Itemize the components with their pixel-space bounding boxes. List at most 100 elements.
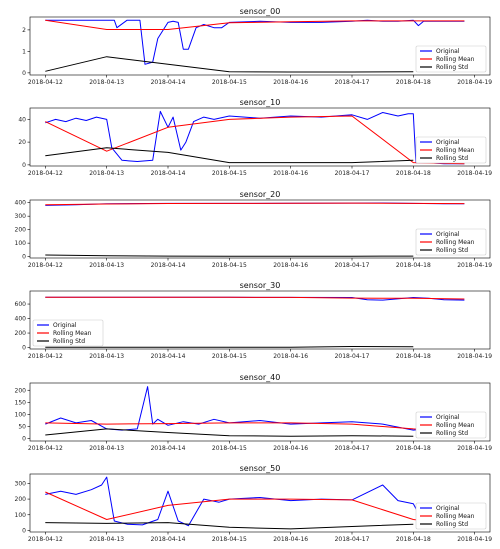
legend-entry: Rolling Std — [53, 338, 85, 345]
legend-entry: Rolling Mean — [436, 56, 475, 63]
y-tick-label: 400 — [15, 200, 27, 207]
x-tick-label: 2018-04-15 — [212, 262, 247, 269]
x-tick-label: 2018-04-16 — [273, 79, 308, 86]
legend-entry: Rolling Std — [436, 521, 468, 528]
x-tick-label: 2018-04-16 — [273, 536, 308, 543]
legend-box — [415, 136, 487, 164]
y-tick-label: 20 — [18, 139, 26, 146]
y-tick-label: 0 — [22, 254, 26, 261]
chart-title: sensor_00 — [240, 7, 281, 16]
chart-title: sensor_50 — [240, 464, 281, 473]
series-line-original — [45, 386, 465, 432]
x-tick-label: 2018-04-18 — [396, 445, 431, 452]
legend-entry: Rolling Std — [436, 64, 468, 71]
x-tick-label: 2018-04-16 — [273, 170, 308, 177]
x-tick-label: 2018-04-13 — [89, 262, 124, 269]
chart-title: sensor_20 — [240, 190, 281, 199]
x-tick-label: 2018-04-14 — [151, 353, 186, 360]
chart-title: sensor_10 — [240, 98, 281, 107]
x-tick-label: 2018-04-12 — [28, 445, 63, 452]
series-line-rolling-std — [45, 254, 414, 257]
y-tick-label: 200 — [15, 387, 27, 394]
x-tick-label: 2018-04-19 — [457, 170, 492, 177]
y-tick-label: 400 — [15, 316, 27, 323]
series-line-rolling-std — [45, 147, 414, 164]
legend-entry: Original — [436, 414, 460, 421]
series-line-rolling-mean — [45, 19, 465, 30]
series-line-rolling-mean — [45, 115, 465, 165]
plot-frame — [29, 199, 491, 259]
legend-entry: Original — [436, 139, 460, 146]
legend-box — [415, 502, 487, 530]
legend-entry: Rolling Mean — [436, 239, 475, 246]
legend-entry: Original — [436, 48, 460, 55]
x-tick-label: 2018-04-18 — [396, 170, 431, 177]
x-tick-label: 2018-04-17 — [335, 262, 370, 269]
legend-box — [415, 228, 487, 256]
y-tick-label: 0 — [22, 436, 26, 443]
series-line-rolling-mean — [45, 296, 465, 300]
x-tick-label: 2018-04-14 — [151, 445, 186, 452]
x-tick-label: 2018-04-13 — [89, 536, 124, 543]
x-tick-label: 2018-04-17 — [335, 536, 370, 543]
x-tick-label: 2018-04-19 — [457, 262, 492, 269]
plot-frame — [29, 290, 491, 350]
chart-panel-sensor_50: sensor_50 2018-04-12 2018-04-13 2018-04-14 2… — [15, 464, 493, 543]
y-tick-label: 0 — [22, 345, 26, 352]
legend-entry: Rolling Std — [436, 155, 468, 162]
x-tick-label: 2018-04-18 — [396, 536, 431, 543]
series-line-rolling-std — [45, 56, 414, 73]
y-tick-label: 40 — [18, 116, 26, 123]
x-tick-label: 2018-04-14 — [151, 536, 186, 543]
legend-entry: Rolling Mean — [436, 147, 475, 154]
x-tick-label: 2018-04-15 — [212, 445, 247, 452]
x-tick-label: 2018-04-12 — [28, 536, 63, 543]
x-tick-label: 2018-04-17 — [335, 79, 370, 86]
series-line-original — [45, 19, 465, 65]
x-tick-label: 2018-04-13 — [89, 353, 124, 360]
y-tick-label: 100 — [15, 240, 27, 247]
y-tick-label: 300 — [15, 480, 27, 487]
legend-box — [415, 411, 487, 439]
series-line-original — [45, 476, 465, 527]
x-tick-label: 2018-04-16 — [273, 353, 308, 360]
x-tick-label: 2018-04-14 — [151, 170, 186, 177]
legend-entry: Rolling Std — [436, 430, 468, 437]
legend-entry: Rolling Mean — [436, 513, 475, 520]
y-tick-label: 2 — [22, 27, 26, 34]
x-tick-label: 2018-04-12 — [28, 170, 63, 177]
y-tick-label: 50 — [18, 424, 26, 431]
chart-panel-sensor_00: sensor_00 2018-04-12 2018-04-13 2018-04-14 2… — [22, 7, 492, 86]
series-line-original — [45, 110, 465, 165]
y-tick-label: 200 — [15, 496, 27, 503]
x-tick-label: 2018-04-13 — [89, 445, 124, 452]
legend-box — [32, 319, 104, 347]
chart-title: sensor_30 — [240, 281, 281, 290]
plot-frame — [29, 473, 491, 533]
x-tick-label: 2018-04-18 — [396, 353, 431, 360]
y-tick-label: 150 — [15, 399, 27, 406]
series-line-rolling-std — [45, 522, 414, 530]
plot-frame — [29, 16, 491, 76]
x-tick-label: 2018-04-12 — [28, 79, 63, 86]
series-line-rolling-mean — [45, 491, 465, 526]
legend-entry: Original — [436, 231, 460, 238]
x-tick-label: 2018-04-18 — [396, 262, 431, 269]
y-tick-label: 300 — [15, 213, 27, 220]
x-tick-label: 2018-04-19 — [457, 536, 492, 543]
chart-panel-sensor_10: sensor_10 2018-04-12 2018-04-13 2018-04-14 2… — [18, 98, 492, 177]
y-tick-label: 0 — [22, 527, 26, 534]
x-tick-label: 2018-04-15 — [212, 170, 247, 177]
y-tick-label: 100 — [15, 512, 27, 519]
x-tick-label: 2018-04-12 — [28, 262, 63, 269]
y-tick-label: 1 — [22, 48, 26, 55]
series-line-rolling-std — [45, 428, 414, 437]
series-line-rolling-mean — [45, 202, 465, 206]
